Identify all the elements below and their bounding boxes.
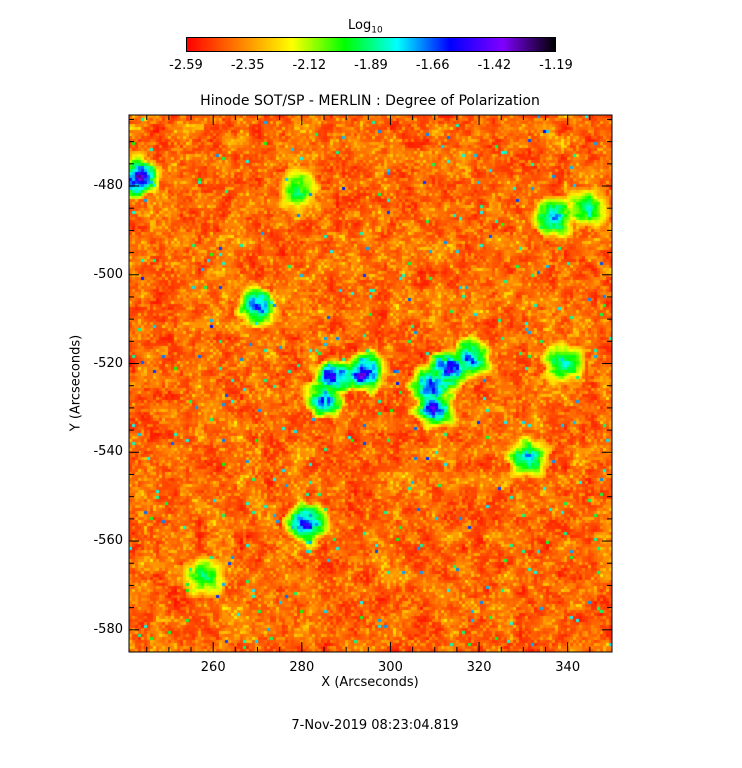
plot-border — [128, 114, 613, 653]
colorbar-tick-label: -2.35 — [230, 58, 265, 73]
x-tick-label: 300 — [378, 660, 403, 675]
colorbar-tick-label: -2.59 — [169, 58, 203, 73]
y-tick-label: -500 — [93, 266, 123, 282]
x-tick-label: 320 — [466, 660, 492, 675]
chart-title: Hinode SOT/SP - MERLIN : Degree of Polar… — [200, 93, 540, 109]
polarization-map — [129, 115, 612, 652]
tick-layer — [129, 115, 613, 653]
colorbar-label: Log10 — [348, 19, 383, 36]
colorbar-tick-label: -1.42 — [477, 58, 512, 73]
y-tick-label: -540 — [93, 444, 123, 460]
x-tick-label: 340 — [555, 660, 581, 675]
x-axis-label: X (Arcseconds) — [321, 675, 419, 690]
colorbar-tick-label: -1.66 — [415, 58, 450, 73]
colorbar — [186, 37, 556, 52]
y-axis-label: Y (Arcseconds) — [68, 334, 84, 432]
x-tick-label: 260 — [200, 660, 226, 675]
colorbar-tick-label: -1.89 — [354, 58, 388, 73]
colorbar-tick-label: -1.19 — [539, 58, 573, 73]
colorbar-label-main: Log — [348, 18, 372, 33]
y-tick-label: -480 — [93, 178, 123, 193]
colorbar-tick-label: -2.12 — [292, 58, 327, 73]
colorbar-label-sub: 10 — [371, 25, 383, 36]
timestamp-footer: 7-Nov-2019 08:23:04.819 — [291, 718, 459, 733]
y-tick-label: -520 — [93, 355, 123, 371]
x-tick-label: 280 — [289, 660, 315, 675]
y-tick-label: -580 — [93, 621, 123, 637]
y-tick-label: -560 — [93, 533, 123, 549]
